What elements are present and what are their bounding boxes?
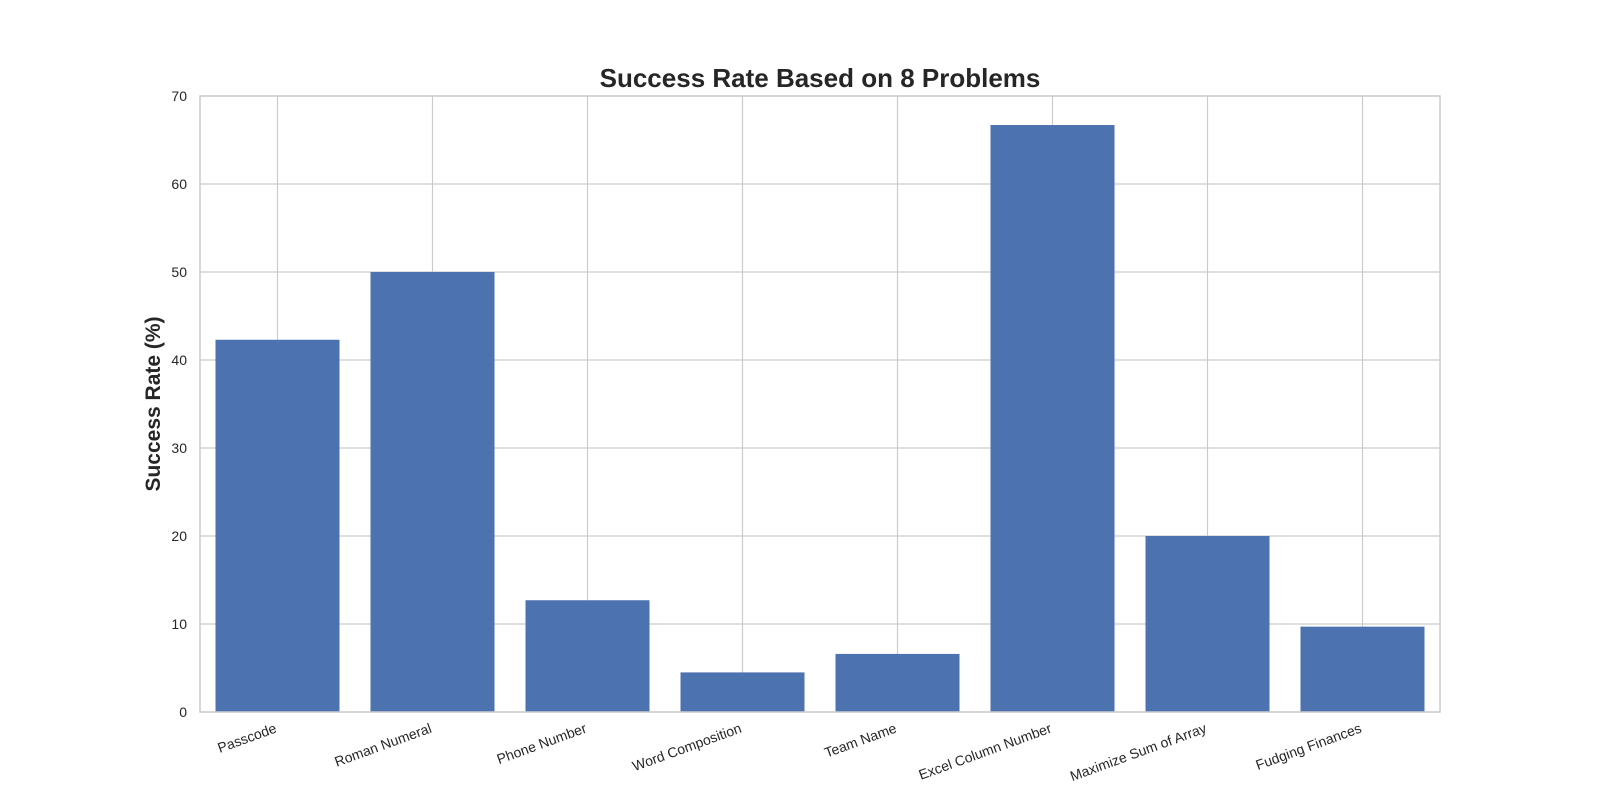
bar-passcode: [215, 339, 340, 712]
y-tick-label: 10: [171, 616, 187, 632]
plot-frame: [199, 95, 1441, 713]
y-axis-label: Success Rate (%): [142, 316, 165, 491]
x-tick-label: Word Composition: [630, 720, 743, 774]
bar-maximize-sum-of-array: [1145, 536, 1270, 712]
x-tick-label: Passcode: [215, 720, 278, 756]
y-tick-label: 20: [171, 528, 187, 544]
x-tick-label: Roman Numeral: [332, 720, 433, 770]
x-tick-label: Excel Column Number: [916, 720, 1053, 783]
x-tick-labels: Passcode Roman Numeral Phone Number Word Co…: [215, 720, 1363, 784]
chart-title: Success Rate Based on 8 Problems: [600, 63, 1041, 93]
x-tick-label: Fudging Finances: [1253, 720, 1363, 773]
y-tick-label: 40: [171, 352, 187, 368]
x-tick-label: Team Name: [822, 720, 899, 761]
bar-roman-numeral: [370, 272, 495, 712]
y-tick-label: 30: [171, 440, 187, 456]
y-tick-label: 0: [179, 704, 187, 720]
x-tick-label: Maximize Sum of Array: [1068, 720, 1209, 784]
y-tick-label: 70: [171, 88, 187, 104]
x-tick-label: Phone Number: [495, 720, 589, 767]
y-tick-labels: 0 10 20 30 40 50 60 70: [171, 88, 187, 720]
y-tick-label: 60: [171, 176, 187, 192]
bars: [215, 125, 1425, 713]
bar-team-name: [835, 653, 960, 712]
y-tick-label: 50: [171, 264, 187, 280]
bar-word-composition: [680, 672, 805, 712]
bar-phone-number: [525, 600, 650, 712]
bar-fudging-finances: [1300, 626, 1425, 712]
bar-excel-column-number: [990, 125, 1115, 713]
